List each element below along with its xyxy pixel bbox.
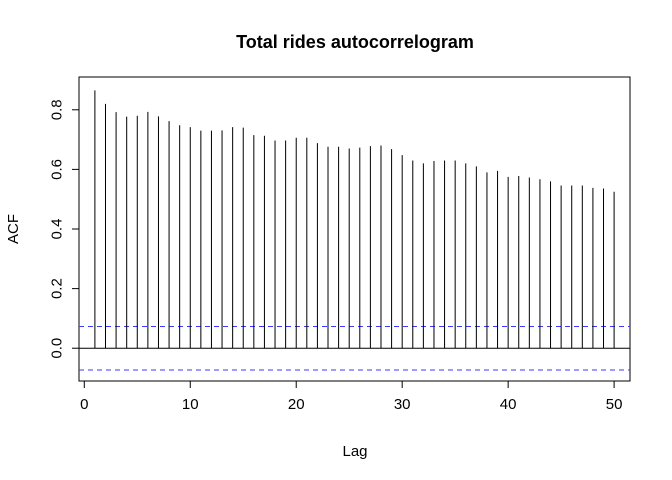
y-tick-label: 0.2 (49, 278, 66, 299)
x-tick-label: 20 (288, 396, 305, 413)
plot-frame (78, 76, 631, 382)
y-tick-label: 0.6 (49, 159, 66, 180)
x-axis-label: Lag (342, 443, 367, 460)
x-tick-label: 0 (80, 396, 88, 413)
x-tick-label: 50 (606, 396, 623, 413)
chart-title: Total rides autocorrelogram (236, 32, 474, 52)
x-tick-label: 30 (394, 396, 411, 413)
y-tick-label: 0.0 (49, 338, 66, 359)
plot-area (79, 90, 630, 371)
x-tick-label: 40 (500, 396, 517, 413)
y-tick-label: 0.8 (49, 99, 66, 120)
y-tick-label: 0.4 (49, 219, 66, 240)
y-axis: 0.0 0.2 0.4 0.6 0.8 (49, 99, 80, 359)
x-axis: 0 10 20 30 40 50 (80, 380, 623, 413)
y-axis-label: ACF (5, 214, 22, 244)
x-tick-label: 10 (182, 396, 199, 413)
